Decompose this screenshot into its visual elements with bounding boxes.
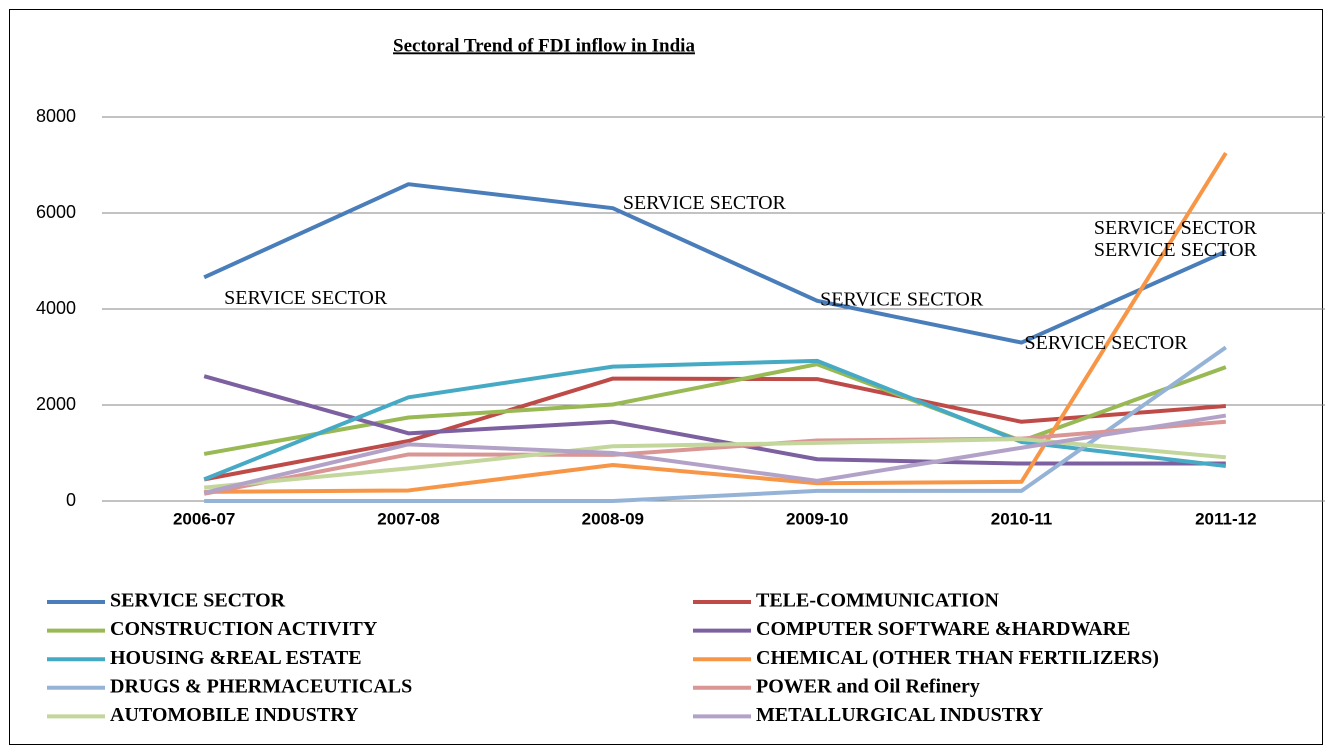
- x-tick-label: 2007-08: [377, 509, 439, 528]
- series-line: [203, 419, 1226, 496]
- legend-label: CONSTRUCTION ACTIVITY: [110, 618, 378, 640]
- series-line: [203, 376, 1226, 482]
- data-label: SERVICE SECTOR: [623, 192, 787, 214]
- y-tick-label: 0: [66, 490, 76, 510]
- legend-label: CHEMICAL (OTHER THAN FERTILIZERS): [756, 647, 1159, 669]
- y-tick-label: 2000: [36, 394, 76, 414]
- legend-label: DRUGS & PHERMACEUTICALS: [110, 675, 412, 697]
- x-tick-label: 2008-09: [582, 509, 644, 528]
- x-tick-label: 2010-11: [991, 509, 1052, 528]
- legend-label: AUTOMOBILE INDUSTRY: [110, 704, 359, 726]
- series-line: [203, 413, 1227, 495]
- legend-label: METALLURGICAL INDUSTRY: [756, 704, 1044, 726]
- legend-label: HOUSING &REAL ESTATE: [110, 647, 362, 669]
- y-tick-label: 6000: [36, 202, 76, 222]
- data-label: SERVICE SECTOR: [1025, 332, 1189, 354]
- legend-label: COMPUTER SOFTWARE &HARDWARE: [756, 618, 1130, 640]
- series-line: [203, 374, 1226, 466]
- series-line: [203, 358, 1227, 482]
- series-line: [203, 182, 1227, 345]
- data-label: SERVICE SECTOR: [1094, 239, 1258, 261]
- data-label: SERVICE SECTOR: [1094, 217, 1258, 239]
- series-line: [204, 151, 1228, 494]
- y-tick-label: 8000: [36, 106, 76, 126]
- legend-label: SERVICE SECTOR: [110, 590, 286, 612]
- x-tick-label: 2009-10: [786, 509, 848, 528]
- y-tick-label: 4000: [36, 298, 76, 318]
- x-tick-label: 2006-07: [173, 509, 235, 528]
- data-label: SERVICE SECTOR: [820, 288, 984, 310]
- chart-title: Sectoral Trend of FDI inflow in India: [393, 35, 695, 56]
- legend-label: TELE-COMMUNICATION: [756, 590, 1000, 612]
- series-line: [204, 345, 1227, 503]
- data-label: SERVICE SECTOR: [224, 287, 388, 309]
- legend-label: POWER and Oil Refinery: [756, 675, 980, 697]
- x-tick-label: 2011-12: [1195, 509, 1256, 528]
